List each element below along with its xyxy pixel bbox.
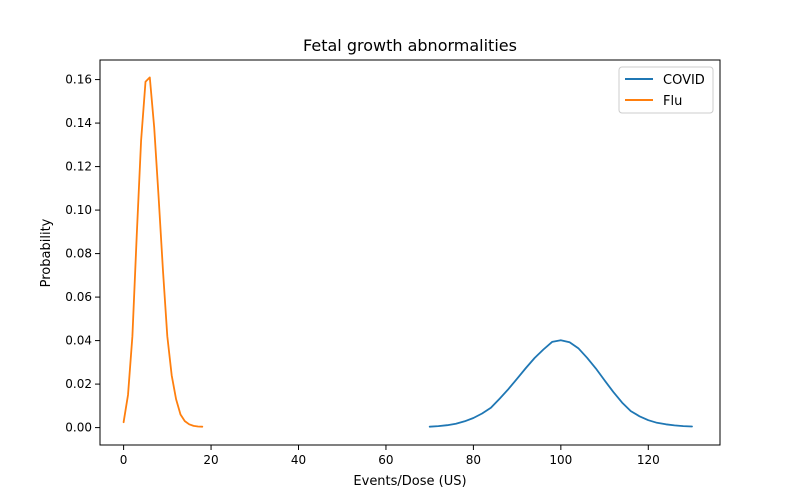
- series-layer: [122, 76, 693, 428]
- plot-frame: [99, 59, 721, 446]
- y-tick-label: 0.04: [65, 334, 92, 348]
- y-tick-label: 0.14: [65, 116, 92, 130]
- y-axis-label: Probability: [39, 218, 54, 287]
- x-tick-label: 120: [637, 453, 660, 467]
- x-tick-label: 60: [378, 453, 393, 467]
- legend-label-flu: Flu: [663, 94, 682, 109]
- x-tick-label: 0: [120, 453, 128, 467]
- y-tick-label: 0.10: [65, 203, 92, 217]
- legend-label-covid: COVID: [663, 73, 705, 88]
- x-tick-label: 80: [466, 453, 481, 467]
- y-tick-label: 0.16: [65, 73, 92, 87]
- y-tick-label: 0.12: [65, 160, 92, 174]
- y-tick-label: 0.06: [65, 290, 92, 304]
- legend: COVID Flu: [618, 66, 714, 114]
- y-tick-label: 0.08: [65, 247, 92, 261]
- x-tick-label: 40: [291, 453, 306, 467]
- x-axis-label: Events/Dose (US): [353, 474, 466, 489]
- chart-title: Fetal growth abnormalities: [303, 36, 517, 55]
- series-line-flu: [122, 76, 204, 428]
- series-line-covid: [428, 339, 693, 428]
- x-tick-label: 100: [549, 453, 572, 467]
- ticks-layer: 0 20 40 60 80 100 120 0.00 0.02 0.04 0.06 0.08 0.10 0…: [65, 73, 659, 467]
- x-tick-label: 20: [203, 453, 218, 467]
- y-tick-label: 0.02: [65, 377, 92, 391]
- y-tick-label: 0.00: [65, 421, 92, 435]
